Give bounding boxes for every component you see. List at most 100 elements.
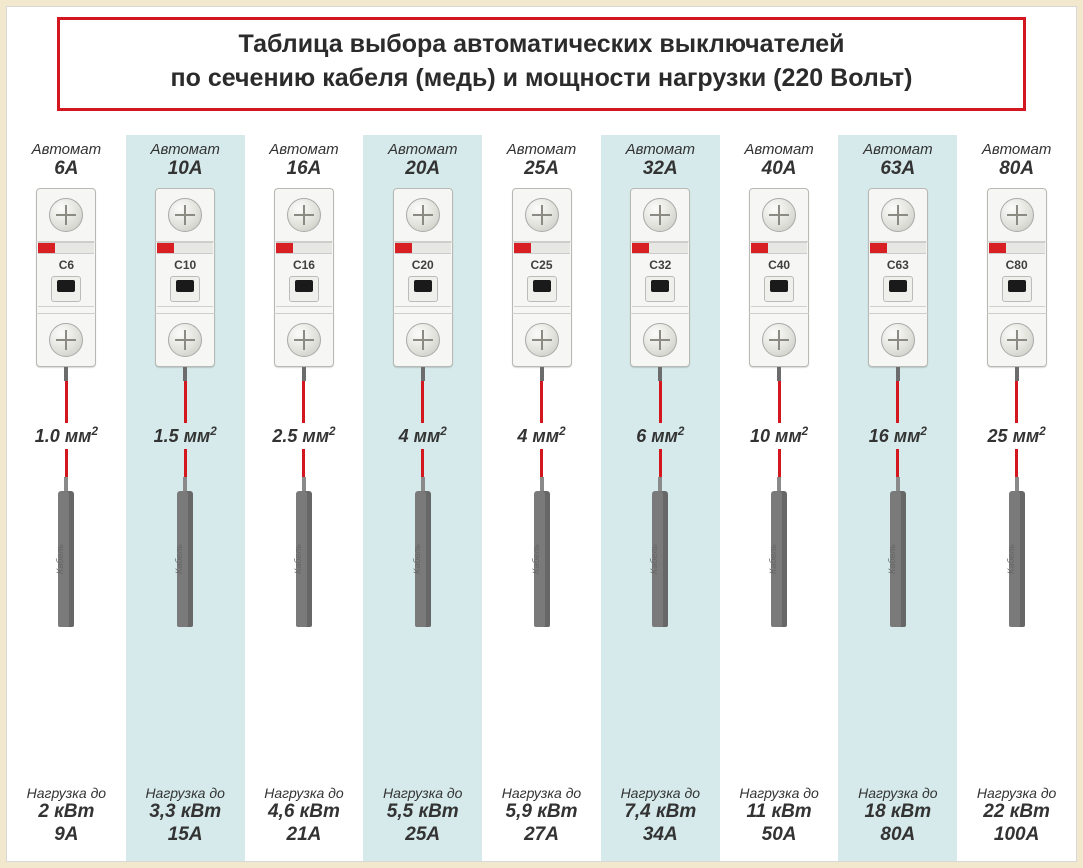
breaker-mid: C32 — [632, 254, 688, 313]
breaker-brand-stripe — [395, 242, 451, 254]
cable-label: Кабель — [55, 544, 65, 574]
current-value: 100A — [977, 824, 1056, 847]
breaker-bottom-terminal — [393, 314, 453, 366]
kw-value: 3,3 кВт — [145, 801, 224, 824]
nagruzka-label: Нагрузка до — [739, 785, 818, 802]
avtomat-label: Автомат — [269, 141, 338, 158]
breaker-top-terminal — [749, 189, 809, 241]
cable-icon: Кабель — [652, 491, 668, 627]
breaker-mid: C16 — [276, 254, 332, 313]
breaker-toggle — [645, 276, 675, 302]
nagruzka-label: Нагрузка до — [27, 785, 106, 802]
breaker-bottom-terminal — [512, 314, 572, 366]
screw-icon — [287, 198, 321, 232]
cable-label: Кабель — [768, 544, 778, 574]
breaker-toggle — [170, 276, 200, 302]
column-footer: Нагрузка до4,6 кВт21A — [264, 779, 343, 861]
avtomat-label: Автомат — [863, 141, 932, 158]
red-wire — [1015, 381, 1018, 423]
current-value: 15A — [145, 824, 224, 847]
breaker-brand-stripe — [157, 242, 213, 254]
breaker-mid: C20 — [395, 254, 451, 313]
breaker-column: Автомат25AC254 мм2КабельНагрузка до5,9 к… — [482, 135, 601, 861]
breaker-bottom-terminal — [749, 314, 809, 366]
column-header: Автомат32A — [626, 135, 695, 180]
wire-stub — [658, 367, 662, 381]
amp-value: 16A — [269, 158, 338, 180]
breaker-rating: C25 — [531, 258, 553, 272]
breaker-brand-stripe — [751, 242, 807, 254]
breaker-brand-stripe — [989, 242, 1045, 254]
breaker-brand-stripe — [38, 242, 94, 254]
cable-label: Кабель — [174, 544, 184, 574]
amp-value: 10A — [150, 158, 219, 180]
breaker-toggle — [408, 276, 438, 302]
kw-value: 11 кВт — [739, 801, 818, 824]
nagruzka-label: Нагрузка до — [383, 785, 462, 802]
title-box: Таблица выбора автоматических выключател… — [57, 17, 1026, 111]
amp-value: 40A — [744, 158, 813, 180]
breaker-column: Автомат63AC6316 мм2КабельНагрузка до18 к… — [838, 135, 957, 861]
cross-section-label: 10 мм2 — [750, 425, 808, 447]
breaker-top-terminal — [155, 189, 215, 241]
cable-icon: Кабель — [58, 491, 74, 627]
amp-value: 63A — [863, 158, 932, 180]
avtomat-label: Автомат — [32, 141, 101, 158]
cable-icon: Кабель — [296, 491, 312, 627]
screw-icon — [168, 323, 202, 357]
column-header: Автомат40A — [744, 135, 813, 180]
amp-value: 25A — [507, 158, 576, 180]
breaker-column: Автомат6AC61.0 мм2КабельНагрузка до2 кВт… — [7, 135, 126, 861]
breaker-brand-stripe — [870, 242, 926, 254]
screw-icon — [881, 198, 915, 232]
breaker-rating: C6 — [59, 258, 74, 272]
wire-stub — [540, 367, 544, 381]
breaker-rating: C16 — [293, 258, 315, 272]
cable-label: Кабель — [293, 544, 303, 574]
column-footer: Нагрузка до22 кВт100A — [977, 779, 1056, 861]
current-value: 21A — [264, 824, 343, 847]
column-footer: Нагрузка до18 кВт80A — [858, 779, 937, 861]
breaker-column: Автомат80AC8025 мм2КабельНагрузка до22 к… — [957, 135, 1076, 861]
breaker-toggle — [527, 276, 557, 302]
nagruzka-label: Нагрузка до — [502, 785, 581, 802]
title-line-2: по сечению кабеля (медь) и мощности нагр… — [74, 62, 1009, 96]
column-footer: Нагрузка до5,9 кВт27A — [502, 779, 581, 861]
column-header: Автомат25A — [507, 135, 576, 180]
breaker-mid: C6 — [38, 254, 94, 313]
screw-icon — [49, 198, 83, 232]
breaker-top-terminal — [987, 189, 1047, 241]
kw-value: 7,4 кВт — [621, 801, 700, 824]
circuit-breaker-icon: C25 — [512, 188, 572, 367]
cable-label: Кабель — [412, 544, 422, 574]
screw-icon — [1000, 198, 1034, 232]
circuit-breaker-icon: C20 — [393, 188, 453, 367]
breaker-rating: C32 — [649, 258, 671, 272]
screw-icon — [525, 323, 559, 357]
column-header: Автомат80A — [982, 135, 1051, 180]
screw-icon — [881, 323, 915, 357]
screw-icon — [49, 323, 83, 357]
breaker-toggle — [764, 276, 794, 302]
red-wire — [896, 381, 899, 423]
breaker-brand-stripe — [276, 242, 332, 254]
avtomat-label: Автомат — [982, 141, 1051, 158]
circuit-breaker-icon: C6 — [36, 188, 96, 367]
red-wire — [659, 381, 662, 423]
cross-section-label: 4 мм2 — [517, 425, 565, 447]
breaker-bottom-terminal — [155, 314, 215, 366]
screw-icon — [762, 198, 796, 232]
nagruzka-label: Нагрузка до — [621, 785, 700, 802]
breaker-rating: C80 — [1006, 258, 1028, 272]
circuit-breaker-icon: C80 — [987, 188, 1047, 367]
breaker-rating: C63 — [887, 258, 909, 272]
breaker-rating: C10 — [174, 258, 196, 272]
screw-icon — [287, 323, 321, 357]
breaker-top-terminal — [630, 189, 690, 241]
avtomat-label: Автомат — [744, 141, 813, 158]
screw-icon — [643, 323, 677, 357]
breaker-brand-stripe — [632, 242, 688, 254]
cross-section-label: 1.0 мм2 — [35, 425, 98, 447]
cross-section-label: 2.5 мм2 — [272, 425, 335, 447]
kw-value: 4,6 кВт — [264, 801, 343, 824]
